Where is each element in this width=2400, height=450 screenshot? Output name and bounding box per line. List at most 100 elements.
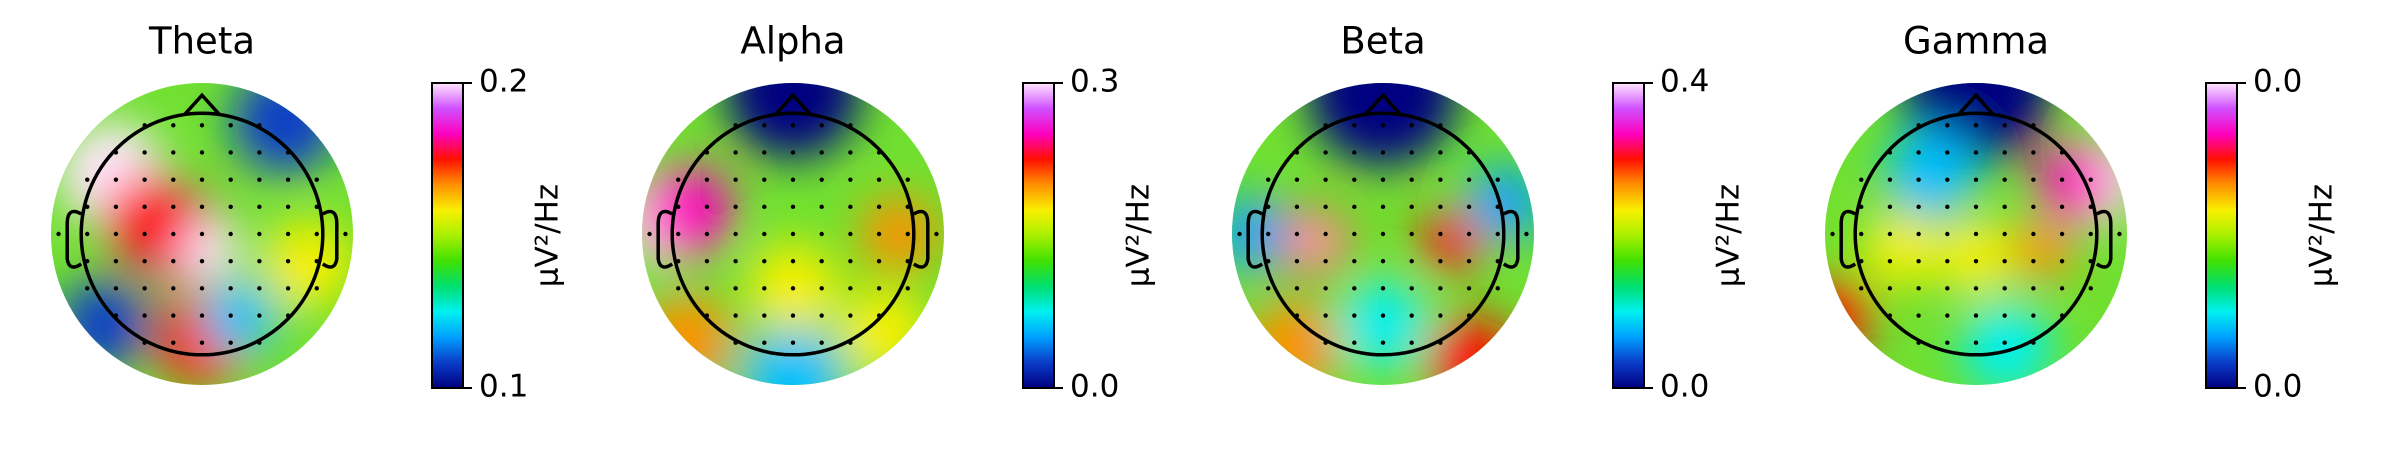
sensor xyxy=(876,150,882,155)
field-blob xyxy=(179,218,240,280)
sensor xyxy=(142,258,147,264)
sensor xyxy=(819,313,824,318)
sensor xyxy=(85,258,90,264)
sensor xyxy=(704,231,710,237)
sensor xyxy=(876,258,882,264)
sensor xyxy=(1409,177,1414,182)
sensor xyxy=(762,231,767,237)
sensor xyxy=(2031,313,2036,318)
sensor xyxy=(171,286,176,291)
sensor xyxy=(876,231,882,237)
sensor xyxy=(1294,177,1300,182)
sensor xyxy=(1266,258,1271,264)
sensor xyxy=(85,204,90,210)
sensor xyxy=(733,231,738,237)
field-blob xyxy=(1307,83,1459,167)
sensor xyxy=(257,150,262,155)
sensor xyxy=(1916,123,1921,128)
sensor xyxy=(2002,258,2007,264)
sensor xyxy=(257,313,262,318)
sensor xyxy=(1495,258,1500,264)
sensor xyxy=(228,123,233,128)
sensor xyxy=(1466,231,1472,237)
sensor xyxy=(285,177,291,182)
sensor xyxy=(1495,286,1500,291)
ear xyxy=(2095,209,2113,269)
sensor xyxy=(1323,340,1328,345)
sensor xyxy=(113,177,119,182)
sensor xyxy=(848,231,853,237)
sensor xyxy=(676,177,681,182)
sensor xyxy=(285,286,291,291)
sensor xyxy=(676,258,681,264)
sensor xyxy=(1830,231,1835,237)
sensor xyxy=(1887,313,1893,318)
field-blob xyxy=(642,294,733,385)
sensor xyxy=(2002,204,2007,210)
sensor xyxy=(848,340,853,345)
sensor xyxy=(1409,204,1414,210)
head-outline xyxy=(1853,111,2099,357)
sensor xyxy=(819,258,824,264)
sensor xyxy=(876,286,882,291)
ear xyxy=(912,209,930,269)
sensor xyxy=(790,204,796,210)
sensor xyxy=(285,258,291,264)
sensor xyxy=(1409,123,1414,128)
field-blob xyxy=(740,324,846,385)
field-blob xyxy=(725,83,861,159)
sensor xyxy=(819,231,824,237)
sensor xyxy=(2088,286,2093,291)
sensor xyxy=(1380,204,1386,210)
sensor xyxy=(1266,204,1271,210)
sensor xyxy=(1323,313,1328,318)
topomap xyxy=(1232,83,1534,385)
sensor xyxy=(1916,340,1921,345)
sensor xyxy=(1294,258,1300,264)
nose xyxy=(1363,92,1403,117)
sensor xyxy=(1916,204,1921,210)
sensor xyxy=(85,231,90,237)
sensor xyxy=(1859,258,1864,264)
sensor xyxy=(1352,340,1357,345)
sensor xyxy=(2002,123,2007,128)
sensor xyxy=(1524,231,1529,237)
ear xyxy=(1246,209,1264,269)
sensor xyxy=(1352,258,1357,264)
sensor xyxy=(1352,204,1357,210)
sensor xyxy=(1466,286,1472,291)
head-outline xyxy=(79,111,325,357)
sensor xyxy=(228,340,233,345)
sensor xyxy=(199,123,205,128)
sensor xyxy=(1323,123,1328,128)
field-blob xyxy=(1299,226,1331,257)
sensor xyxy=(905,258,910,264)
sensor xyxy=(1973,286,1979,291)
sensor xyxy=(1438,340,1443,345)
colorbar-tick-label: 0.0 xyxy=(1660,369,1709,405)
sensor xyxy=(1380,231,1386,237)
sensor xyxy=(819,177,824,182)
sensor xyxy=(790,286,796,291)
sensor xyxy=(113,204,119,210)
sensor xyxy=(1380,150,1386,155)
sensor xyxy=(1438,123,1443,128)
sensor xyxy=(2031,286,2036,291)
sensor xyxy=(848,204,853,210)
sensor xyxy=(704,204,710,210)
sensor xyxy=(199,258,205,264)
colorbar-tick-label: 0.2 xyxy=(479,64,528,100)
ear xyxy=(1502,209,1520,269)
colorbar-tick-label: 0.0 xyxy=(2253,369,2302,405)
sensor xyxy=(733,204,738,210)
topomap-panel: Gamma 0.0 0.0 µV²/Hz xyxy=(1825,20,2340,405)
sensor xyxy=(1352,123,1357,128)
sensor xyxy=(934,231,939,237)
field-blob xyxy=(103,173,195,265)
sensor xyxy=(1409,313,1414,318)
sensor xyxy=(733,258,738,264)
sensor xyxy=(1323,286,1328,291)
sensor xyxy=(199,340,205,345)
field-blob xyxy=(642,166,733,257)
